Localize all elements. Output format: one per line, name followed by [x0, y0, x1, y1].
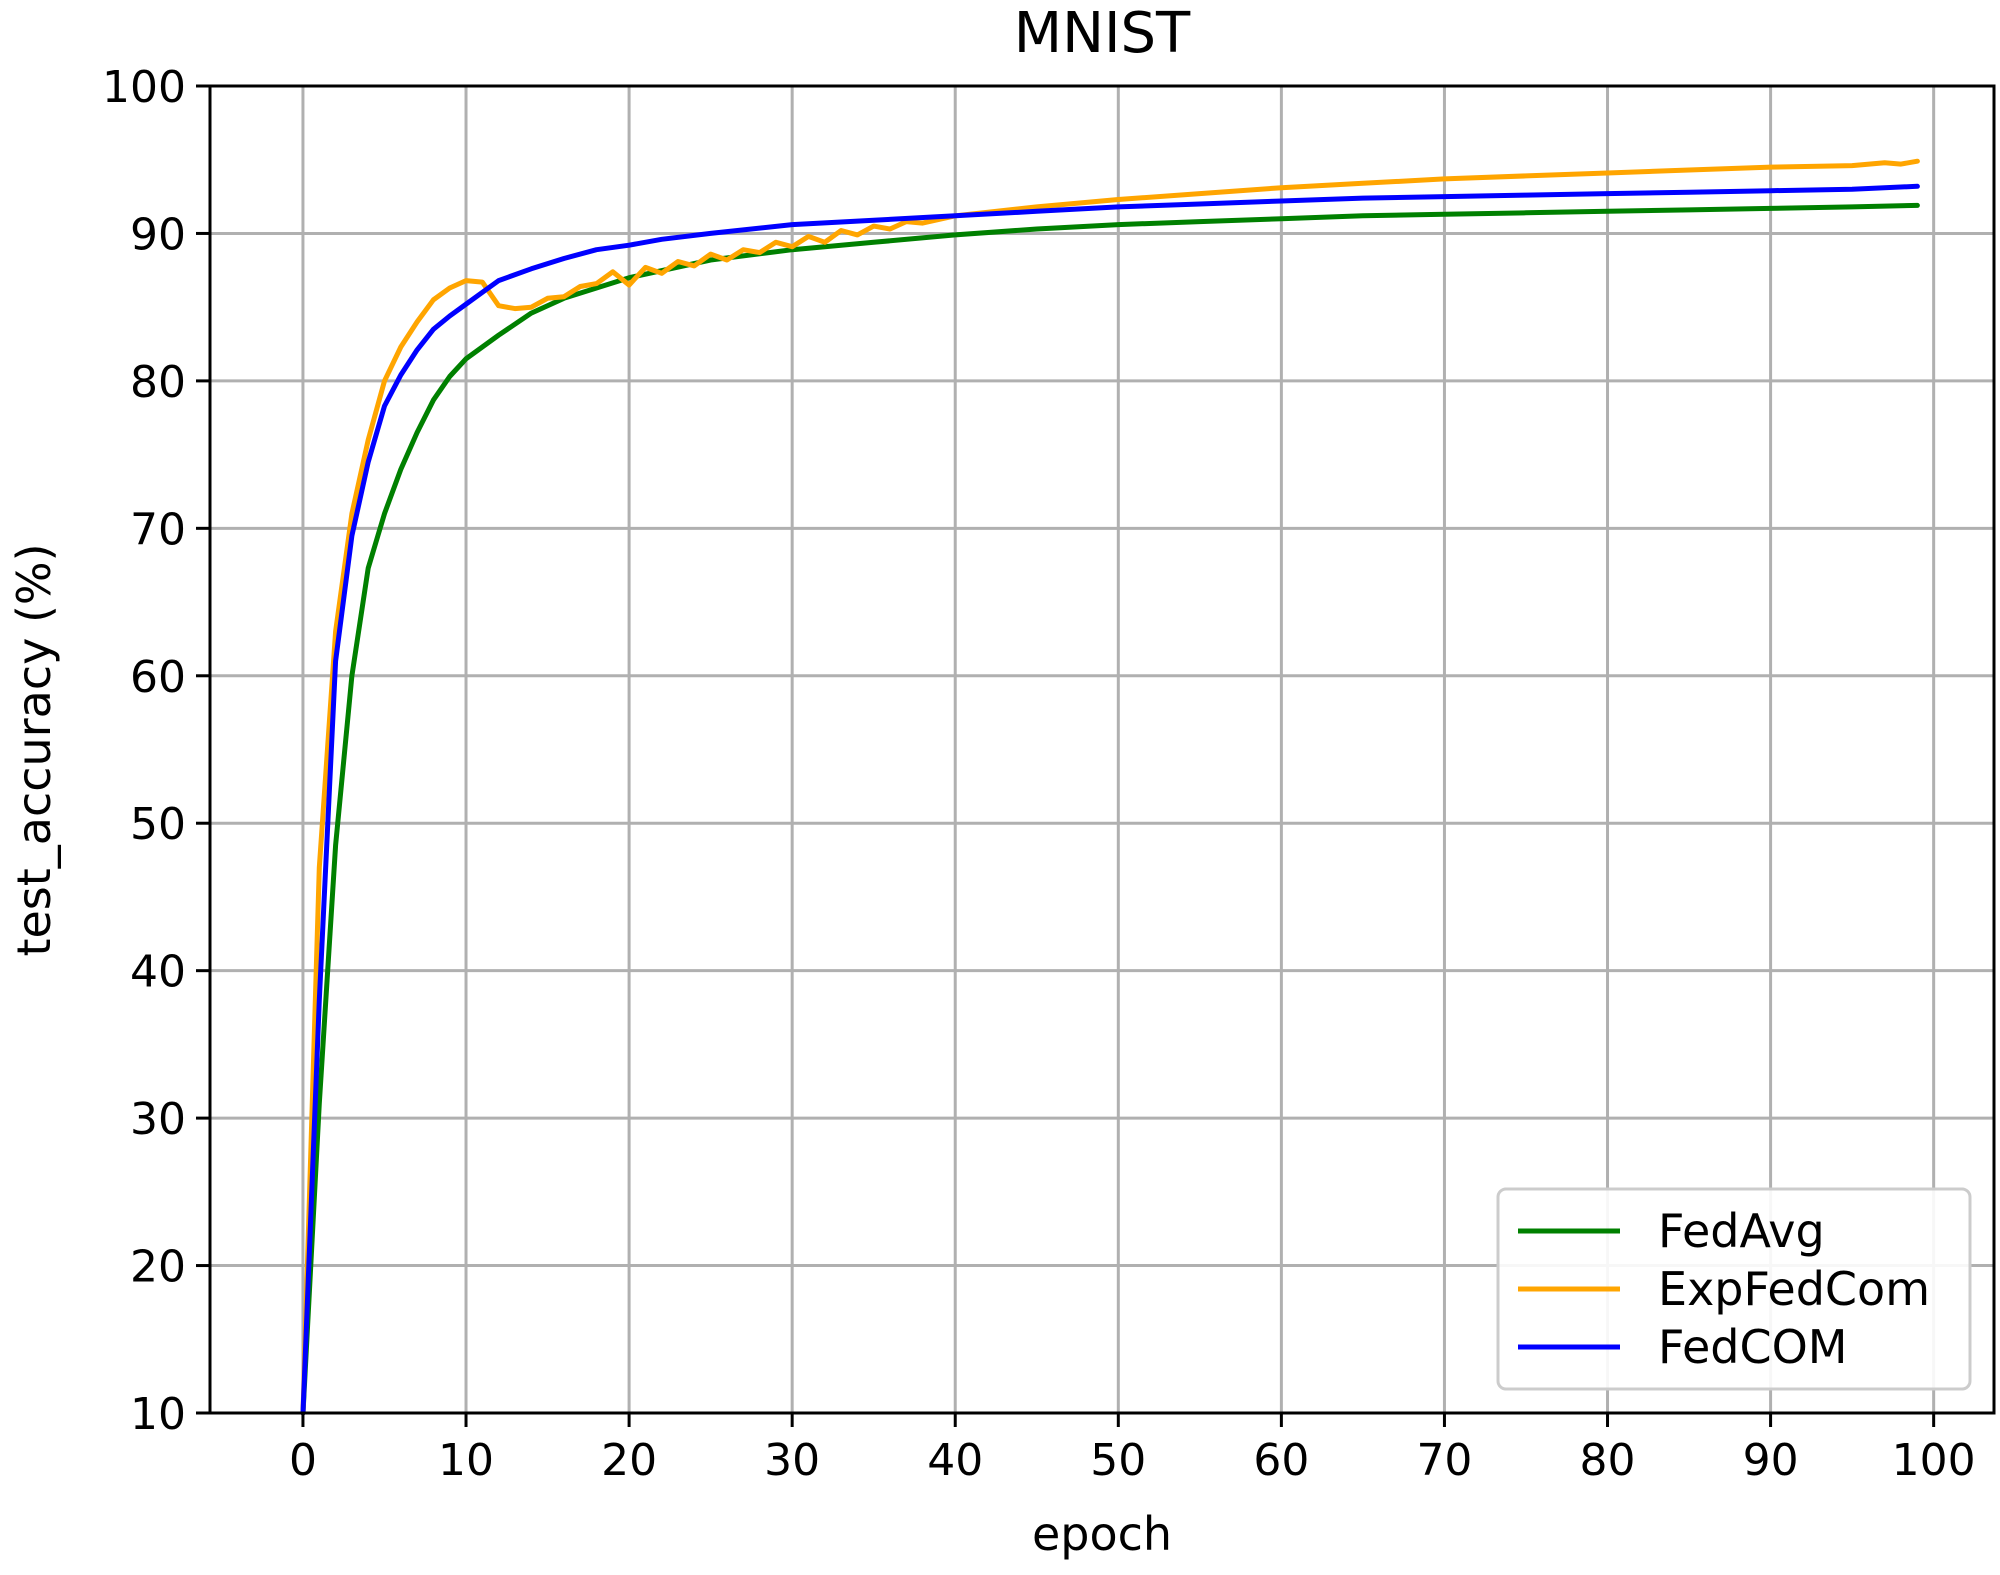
y-tick-label: 40 [130, 947, 186, 998]
y-tick-label: 80 [130, 357, 186, 408]
series-lines [300, 158, 1920, 1416]
y-tick-label: 30 [130, 1094, 186, 1145]
x-tick-label: 100 [1892, 1435, 1976, 1486]
y-tick-label: 50 [130, 799, 186, 850]
legend-label: FedCOM [1658, 1320, 1847, 1374]
legend-box [1496, 1187, 1972, 1391]
legend-label: ExpFedCom [1658, 1262, 1930, 1316]
legend-label: FedAvg [1658, 1204, 1825, 1258]
x-tick-label: 90 [1743, 1435, 1799, 1486]
x-tick-label: 40 [927, 1435, 983, 1486]
x-tick-label: 60 [1253, 1435, 1309, 1486]
y-tick-label: 20 [130, 1242, 186, 1293]
x-tick-label: 80 [1580, 1435, 1636, 1486]
y-tick-label: 70 [130, 504, 186, 555]
x-tick-label: 20 [601, 1435, 657, 1486]
x-tick-label: 70 [1416, 1435, 1472, 1486]
x-tick-label: 50 [1090, 1435, 1146, 1486]
y-tick-label: 60 [130, 652, 186, 703]
plot-frame [208, 84, 1996, 1415]
y-tick-label: 100 [102, 62, 186, 113]
x-tick-label: 0 [289, 1435, 317, 1486]
series-line-expfedcom [300, 158, 1920, 1416]
x-tick-label: 30 [764, 1435, 820, 1486]
y-tick-label: 90 [130, 209, 186, 260]
y-axis-label: test_accuracy (%) [7, 543, 61, 956]
series-line-fedcom [300, 183, 1920, 1416]
x-axis-label: epoch [1032, 1507, 1172, 1561]
x-tick-label: 10 [438, 1435, 494, 1486]
axis-ticks: 0 10 20 30 40 50 60 70 80 90 100 10 20 30 40 50 60 70 80 90… [102, 62, 1976, 1486]
chart-title: MNIST [1014, 1, 1191, 66]
y-tick-label: 10 [130, 1389, 186, 1440]
